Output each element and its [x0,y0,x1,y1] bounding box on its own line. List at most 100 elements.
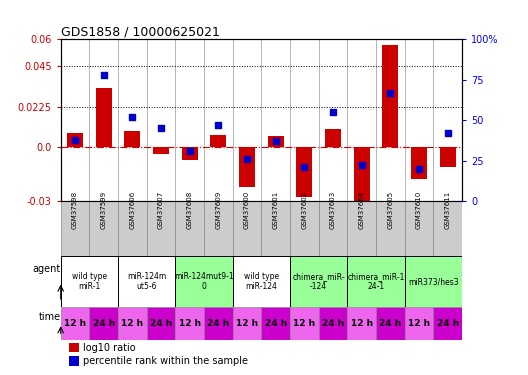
Bar [118,201,147,256]
Bar [319,307,347,340]
Bar [89,201,118,256]
Text: GSM37600: GSM37600 [244,190,250,229]
Text: GSM37601: GSM37601 [272,190,279,229]
Point [444,130,452,136]
Text: GSM37609: GSM37609 [215,190,221,229]
Bar [268,136,284,147]
Text: GSM37598: GSM37598 [72,190,78,229]
Text: 24 h: 24 h [322,319,344,328]
Point [300,164,308,170]
Bar [67,133,83,147]
Bar [153,147,169,154]
Text: 24 h: 24 h [208,319,230,328]
Bar [433,201,462,256]
Point [357,162,366,168]
Bar [319,201,347,256]
Bar [404,201,433,256]
Bar [89,307,118,340]
Point [128,114,137,120]
Point [415,166,423,172]
Text: GSM37608: GSM37608 [187,190,193,229]
Bar [347,256,404,307]
Text: 24 h: 24 h [265,319,287,328]
Bar [125,131,140,147]
Bar [239,147,255,186]
Point [329,109,337,115]
Text: 12 h: 12 h [121,319,144,328]
Bar [61,201,89,256]
Text: 24 h: 24 h [150,319,172,328]
Text: miR-124m
ut5-6: miR-124m ut5-6 [127,272,166,291]
Bar [204,307,233,340]
Bar [182,147,197,160]
Bar [61,256,118,307]
Bar [233,256,290,307]
Text: 12 h: 12 h [351,319,373,328]
Bar [61,307,89,340]
Text: wild type
miR-1: wild type miR-1 [72,272,107,291]
Bar [376,307,404,340]
Bar [204,201,233,256]
Text: log10 ratio: log10 ratio [83,342,135,352]
Text: GSM37603: GSM37603 [330,190,336,229]
Text: 12 h: 12 h [293,319,315,328]
Text: 12 h: 12 h [178,319,201,328]
Point [386,90,394,96]
Point [214,122,223,128]
Bar [211,135,226,147]
Point [99,72,108,78]
Text: 12 h: 12 h [236,319,258,328]
Text: GSM37602: GSM37602 [301,190,307,229]
Text: GSM37604: GSM37604 [359,190,365,229]
Text: GSM37599: GSM37599 [101,190,107,229]
Bar [347,201,376,256]
Text: GDS1858 / 10000625021: GDS1858 / 10000625021 [61,25,220,38]
Bar [147,201,175,256]
Bar [175,201,204,256]
Bar [261,201,290,256]
Bar [69,342,79,352]
Bar [376,201,404,256]
Bar [411,147,427,179]
Text: 24 h: 24 h [437,319,459,328]
Bar [433,307,462,340]
Bar [404,307,433,340]
Bar [347,307,376,340]
Text: time: time [39,312,61,322]
Text: 12 h: 12 h [408,319,430,328]
Bar [382,45,398,147]
Bar [96,88,111,147]
Bar [290,201,319,256]
Bar [233,201,261,256]
Bar [354,147,370,214]
Text: 24 h: 24 h [379,319,401,328]
Bar [118,256,175,307]
Bar [261,307,290,340]
Bar [69,356,79,366]
Text: chimera_miR-
-124: chimera_miR- -124 [293,272,345,291]
Point [71,136,79,142]
Text: GSM37606: GSM37606 [129,190,135,229]
Point [243,156,251,162]
Text: GSM37607: GSM37607 [158,190,164,229]
Bar [147,307,175,340]
Text: miR373/hes3: miR373/hes3 [408,277,459,286]
Bar [118,307,147,340]
Text: agent: agent [32,264,61,274]
Point [271,138,280,144]
Text: chimera_miR-1
24-1: chimera_miR-1 24-1 [347,272,404,291]
Text: GSM37611: GSM37611 [445,190,451,229]
Text: GSM37605: GSM37605 [388,190,393,229]
Point [157,125,165,131]
Bar [290,256,347,307]
Text: wild type
miR-124: wild type miR-124 [244,272,279,291]
Bar [440,147,456,167]
Bar [325,129,341,147]
Text: percentile rank within the sample: percentile rank within the sample [83,356,248,366]
Text: 12 h: 12 h [64,319,86,328]
Point [185,148,194,154]
Bar [175,307,204,340]
Text: 24 h: 24 h [92,319,115,328]
Text: miR-124mut9-1
0: miR-124mut9-1 0 [174,272,234,291]
Bar [233,307,261,340]
